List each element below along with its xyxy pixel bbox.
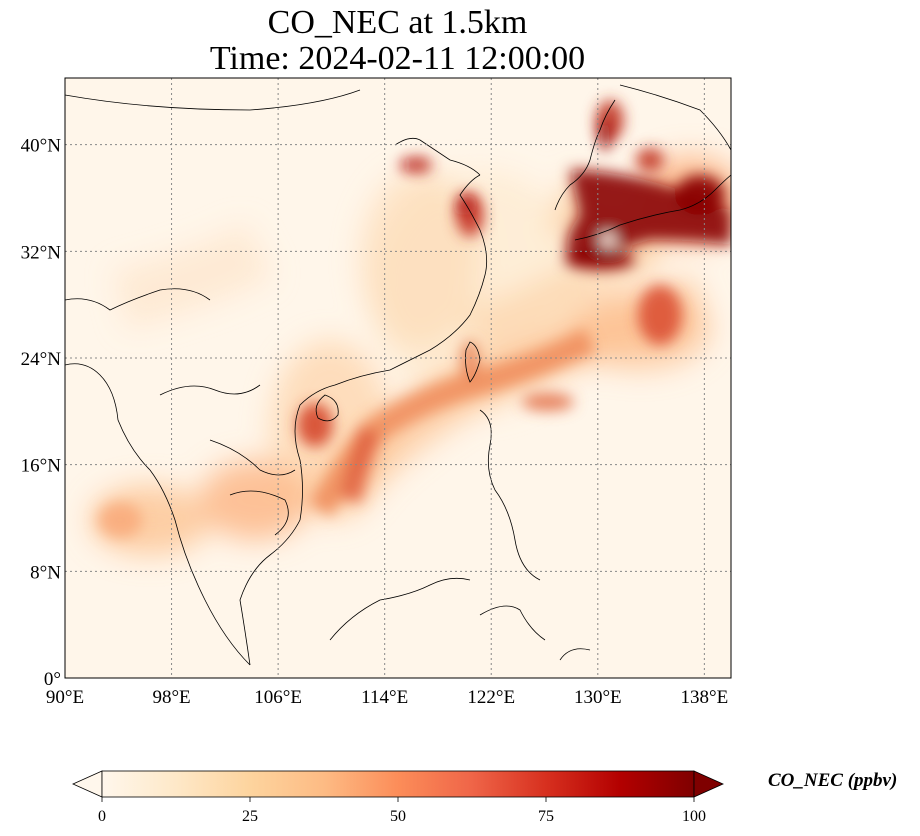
longitude-ticks: 90°E 98°E 106°E 114°E 122°E 130°E 138°E: [46, 687, 728, 708]
map-subtitle: Time: 2024-02-11 12:00:00: [209, 40, 586, 77]
gridlines: [65, 78, 731, 678]
colorbar: 0 25 50 75 100: [72, 770, 724, 825]
colorbar-tick-label: 0: [98, 808, 106, 825]
lon-tick-label: 98°E: [152, 687, 190, 708]
colorbar-tick-label: 75: [538, 808, 554, 825]
lat-tick-label: 0°: [44, 669, 61, 690]
lat-tick-label: 8°N: [30, 562, 61, 583]
lon-tick-label: 122°E: [467, 687, 515, 708]
concentration-field: [65, 78, 731, 678]
lon-tick-label: 114°E: [361, 687, 408, 708]
colorbar-tick-label: 100: [682, 808, 706, 825]
lat-tick-label: 32°N: [21, 242, 62, 263]
colorbar-tick-label: 25: [242, 808, 258, 825]
lon-tick-label: 130°E: [574, 687, 622, 708]
colorbar-label: CO_NEC (ppbv): [768, 770, 898, 791]
coastlines: [65, 84, 731, 666]
map-title: CO_NEC at 1.5km: [267, 4, 528, 41]
map-frame: [64, 77, 732, 679]
map-background: [65, 78, 731, 678]
lon-tick-label: 106°E: [254, 687, 302, 708]
lat-tick-label: 16°N: [21, 456, 62, 477]
lon-tick-label: 90°E: [46, 687, 84, 708]
colorbar-extend-min: [72, 770, 103, 798]
medium-plumes: [98, 100, 682, 538]
lat-tick-label: 24°N: [21, 349, 62, 370]
intense-plumes: [400, 119, 731, 270]
latitude-ticks: 0° 8°N 16°N 24°N 32°N 40°N: [21, 136, 62, 690]
colorbar-extend-max: [693, 770, 724, 798]
lon-tick-label: 138°E: [681, 687, 729, 708]
colorbar-gradient: [101, 770, 695, 798]
lat-tick-label: 40°N: [21, 136, 62, 157]
colorbar-tick-label: 50: [390, 808, 406, 825]
colorbar-ticks: 0 25 50 75 100: [98, 797, 706, 825]
